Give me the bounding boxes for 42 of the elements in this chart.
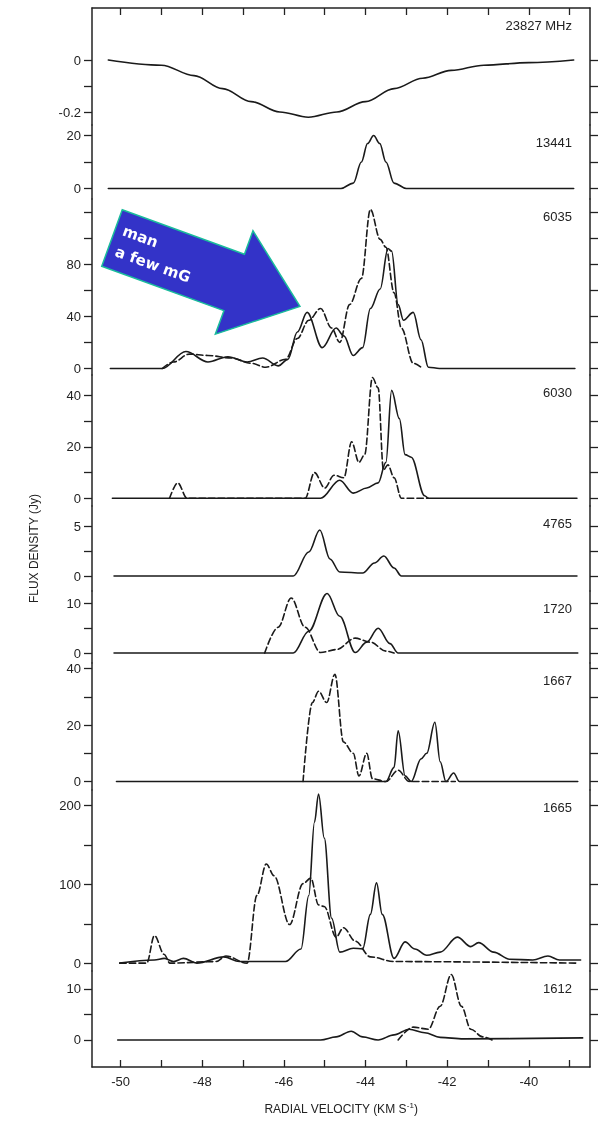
y-axis-title: FLUX DENSITY (Jy) [27, 493, 41, 604]
y-tick-label: 80 [66, 256, 81, 272]
y-tick-label: 0 [73, 955, 81, 971]
y-tick-label: 20 [66, 717, 81, 733]
y-tick-label: 0 [73, 774, 81, 790]
y-tick-label: 0 [73, 180, 81, 196]
y-tick-label: 10 [66, 981, 81, 997]
y-tick-label: 200 [59, 798, 81, 814]
text: 6035 [543, 209, 572, 224]
text: 1612 [543, 981, 572, 996]
line-series [113, 592, 579, 654]
text: 1720 [543, 601, 572, 616]
line-series [113, 529, 578, 577]
y-tick-label: 0 [73, 645, 81, 661]
text: 1665 [543, 800, 572, 815]
y-tick-label: 0 [73, 568, 81, 584]
line-series [107, 59, 575, 118]
y-tick-label: 40 [66, 308, 81, 324]
text: 6030 [543, 385, 572, 400]
y-tick-label: 20 [66, 128, 81, 144]
text: 1667 [543, 673, 572, 688]
line-series [107, 134, 575, 190]
y-tick-label: 0 [73, 1032, 81, 1048]
x-tick-label: -48 [192, 1074, 212, 1089]
y-tick-label: -0.2 [58, 104, 81, 120]
text: 23827 MHz [505, 18, 573, 33]
y-tick-label: 5 [73, 518, 81, 534]
y-tick-label: 0 [73, 52, 81, 68]
y-tick-label: 20 [66, 439, 81, 455]
y-tick-label: 0 [73, 490, 81, 506]
y-tick-label: 10 [66, 595, 81, 611]
text: 4765 [543, 516, 572, 531]
y-tick-label: 40 [66, 388, 81, 404]
y-tick-label: 100 [59, 876, 81, 892]
text: 13441 [535, 135, 573, 150]
x-tick-label: -50 [111, 1074, 130, 1089]
x-tick-label: -44 [356, 1074, 375, 1089]
x-tick-label: -40 [519, 1074, 539, 1089]
x-tick-label: -42 [437, 1074, 457, 1089]
y-tick-label: 0 [73, 360, 81, 376]
y-tick-label: 40 [66, 661, 81, 677]
x-tick-label: -46 [274, 1074, 294, 1089]
